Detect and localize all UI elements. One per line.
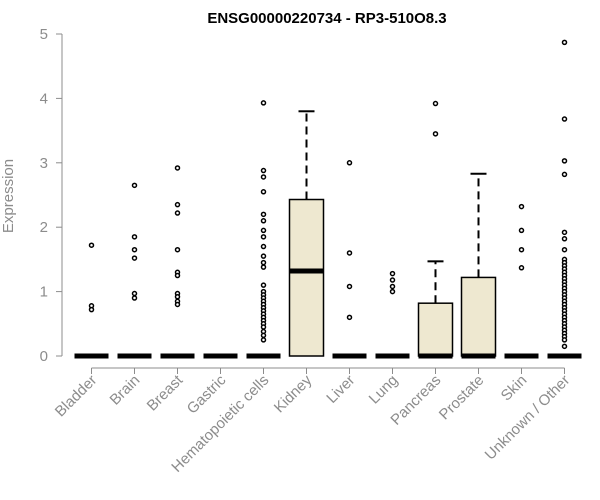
x-tick-label: Skin bbox=[498, 372, 531, 405]
outlier-point bbox=[131, 295, 138, 301]
x-tick-label: Liver bbox=[323, 372, 358, 407]
outlier-point bbox=[88, 306, 95, 313]
outlier-point bbox=[131, 182, 138, 189]
x-tick-label: Breast bbox=[144, 371, 187, 414]
box-iqr bbox=[417, 302, 454, 357]
outlier-point bbox=[518, 265, 525, 271]
box-group bbox=[117, 182, 152, 359]
x-tick-label: Prostate bbox=[436, 372, 488, 424]
y-tick-label: 2 bbox=[40, 219, 48, 236]
outlier-point bbox=[561, 116, 568, 122]
outlier-point bbox=[561, 246, 568, 253]
outlier-point bbox=[260, 337, 267, 343]
outlier-point bbox=[260, 189, 267, 195]
outlier-point bbox=[561, 229, 568, 236]
outlier-point bbox=[260, 211, 267, 218]
box-iqr bbox=[288, 198, 325, 357]
box-group bbox=[460, 172, 497, 359]
outlier-point bbox=[174, 165, 181, 171]
outlier-point bbox=[260, 100, 267, 106]
outlier-point bbox=[346, 250, 353, 256]
box-group bbox=[375, 270, 410, 359]
outlier-point bbox=[561, 171, 568, 178]
outlier-point bbox=[389, 270, 396, 277]
outlier-point bbox=[260, 227, 267, 234]
y-tick-label: 4 bbox=[40, 90, 48, 107]
box-iqr bbox=[460, 276, 497, 357]
y-tick-label: 3 bbox=[40, 155, 48, 172]
outlier-point bbox=[389, 283, 396, 290]
chart-title: ENSG00000220734 - RP3-510O8.3 bbox=[207, 10, 446, 27]
outlier-point bbox=[346, 160, 353, 166]
box-group bbox=[417, 100, 454, 359]
outlier-point bbox=[260, 332, 267, 339]
y-axis-label: Expression bbox=[0, 159, 17, 233]
outlier-point bbox=[174, 294, 181, 300]
outlier-point bbox=[174, 272, 181, 279]
y-tick-label: 0 bbox=[40, 348, 48, 365]
y-tick-label: 1 bbox=[40, 284, 48, 301]
outlier-point bbox=[174, 201, 181, 208]
box-series bbox=[74, 39, 582, 359]
outlier-point bbox=[346, 314, 353, 321]
outlier-point bbox=[174, 246, 181, 253]
box-group bbox=[160, 165, 195, 359]
outlier-point bbox=[260, 259, 267, 266]
outlier-point bbox=[260, 218, 267, 224]
x-tick-label: Kidney bbox=[271, 371, 316, 416]
outlier-point bbox=[260, 167, 267, 174]
outlier-point bbox=[260, 174, 267, 180]
outlier-point bbox=[561, 236, 568, 242]
box-group bbox=[74, 242, 109, 359]
outlier-point bbox=[518, 227, 525, 234]
box-group bbox=[246, 100, 281, 359]
outlier-point bbox=[260, 264, 267, 270]
outlier-point bbox=[346, 283, 353, 290]
outlier-point bbox=[561, 39, 568, 46]
x-tick-label: Lung bbox=[366, 372, 402, 408]
box-group bbox=[547, 39, 582, 359]
outlier-point bbox=[561, 337, 568, 343]
outlier-point bbox=[260, 234, 267, 240]
outlier-point bbox=[389, 288, 396, 295]
outlier-point bbox=[131, 255, 138, 261]
outlier-point bbox=[260, 243, 267, 250]
outlier-point bbox=[174, 301, 181, 308]
outlier-point bbox=[131, 290, 138, 297]
outlier-point bbox=[561, 343, 568, 350]
outlier-point bbox=[260, 324, 267, 330]
outlier-point bbox=[260, 282, 267, 288]
box-group bbox=[288, 110, 325, 357]
box-group bbox=[504, 203, 539, 359]
outlier-point bbox=[432, 131, 439, 137]
outlier-point bbox=[260, 253, 267, 259]
y-axis: 0 1 2 3 4 5 bbox=[40, 26, 63, 365]
outlier-point bbox=[518, 246, 525, 253]
outlier-point bbox=[561, 158, 568, 164]
outlier-point bbox=[131, 234, 138, 240]
outlier-point bbox=[389, 277, 396, 283]
y-tick-label: 5 bbox=[40, 26, 48, 43]
box-group bbox=[332, 160, 367, 359]
x-tick-label: Bladder bbox=[52, 372, 101, 421]
outlier-point bbox=[518, 203, 525, 210]
outlier-point bbox=[88, 242, 95, 248]
x-tick-label: Brain bbox=[107, 372, 144, 409]
outlier-point bbox=[131, 246, 138, 253]
outlier-point bbox=[174, 210, 181, 216]
outlier-point bbox=[432, 100, 439, 107]
